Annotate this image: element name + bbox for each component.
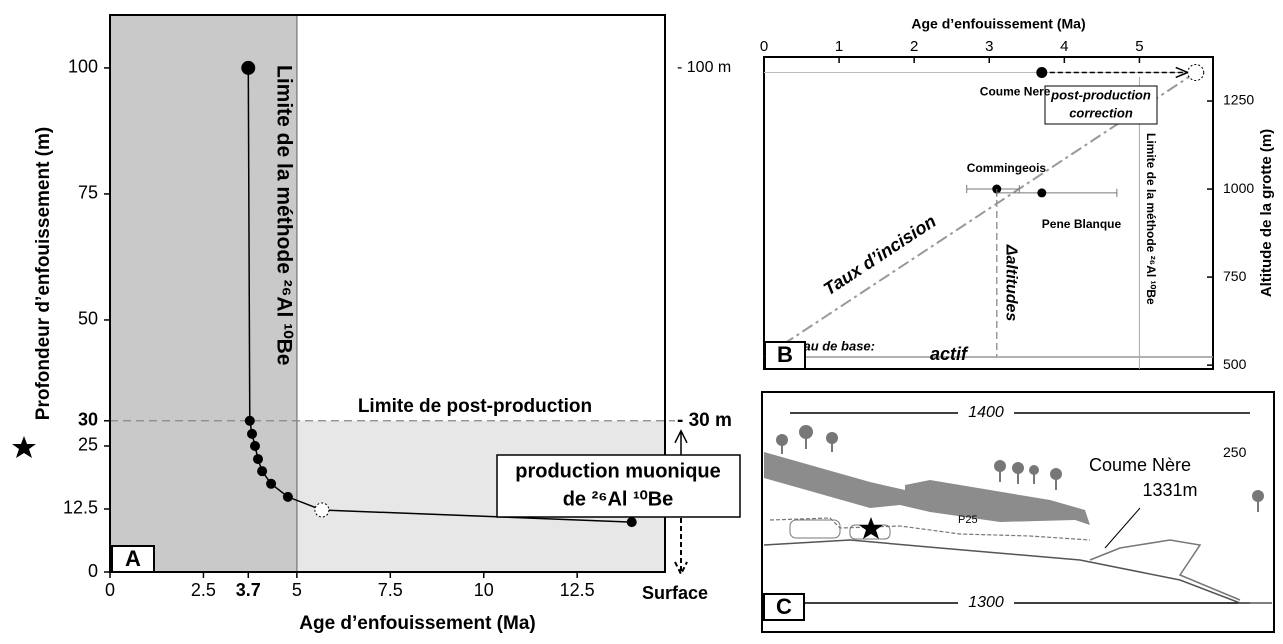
x-tick-label: 7.5 xyxy=(378,580,403,600)
y-tick-label: 12.5 xyxy=(63,498,98,518)
y-tick-label: 75 xyxy=(78,183,98,203)
data-point xyxy=(1036,66,1048,78)
y-tick-label: 1250 xyxy=(1223,92,1254,108)
annotation: de ²⁶Al ¹⁰Be xyxy=(563,488,674,510)
point-label: Pene Blanque xyxy=(1042,217,1122,231)
data-point xyxy=(244,415,255,426)
post-production-label: Limite de post-production xyxy=(358,396,592,417)
x-tick-label: 12.5 xyxy=(560,580,595,600)
method-limit-label: Limite de la méthode ²⁶Al ¹⁰Be xyxy=(272,65,295,365)
x-tick-label: 0 xyxy=(760,38,768,55)
label-bg xyxy=(958,403,1014,423)
depth-label: - 30 m xyxy=(677,410,732,431)
panel-letter-box xyxy=(763,593,805,621)
corrected-point xyxy=(1187,63,1205,81)
error-bar xyxy=(996,188,1118,197)
data-point xyxy=(282,491,293,502)
x-tick-label: 10 xyxy=(474,580,494,600)
method-limit-label: Limite de la méthode ²⁶Al ¹⁰Be xyxy=(1144,133,1158,305)
point-label: Coume Nere xyxy=(980,85,1051,99)
panel-b: 0 1 2 3 4 5 250 500 750 1000 1250 Age d’enfouisseme… xyxy=(760,16,1275,460)
data-point xyxy=(626,517,637,528)
point-label: Commingeois xyxy=(967,161,1047,175)
correction-label: correction xyxy=(1069,105,1133,120)
x-tick-label: 5 xyxy=(292,580,302,600)
x-tick-label: 0 xyxy=(105,580,115,600)
data-point xyxy=(257,466,268,477)
ground-line xyxy=(1089,539,1241,601)
star xyxy=(12,436,36,458)
x-tick-label: 3.7 xyxy=(236,580,261,600)
site-label: Coume Nère xyxy=(1089,455,1191,475)
y-axis-label: Altitude de la grotte (m) xyxy=(1258,129,1275,297)
data-point xyxy=(314,502,330,518)
x-tick-label: 1 xyxy=(835,38,843,55)
data-point xyxy=(247,428,258,439)
base-level-sublabel: actif xyxy=(930,344,969,364)
x-axis-label: Age d’enfouissement (Ma) xyxy=(911,16,1085,32)
y-tick-label: 50 xyxy=(78,309,98,329)
correction-box xyxy=(1044,85,1158,125)
data-point xyxy=(241,60,256,75)
surface-label: Surface xyxy=(642,583,708,603)
frame xyxy=(109,14,666,573)
y-axis-label: Profondeur d’enfouissement (m) xyxy=(33,127,54,420)
correction-label: post-production xyxy=(1050,87,1151,102)
y-tick-label: 500 xyxy=(1223,356,1247,372)
y-tick-label: 25 xyxy=(78,435,98,455)
x-axis-label: Age d’enfouissement (Ma) xyxy=(299,613,535,634)
y-tick-label: 250 xyxy=(1223,444,1247,460)
x-tick-label: 4 xyxy=(1060,38,1068,55)
rock-layer xyxy=(764,452,1090,525)
y-tick-label: 1000 xyxy=(1223,180,1254,196)
ground-line xyxy=(763,539,1272,604)
cave-passage xyxy=(789,519,841,539)
x-tick-label: 2.5 xyxy=(191,580,216,600)
annotation-box xyxy=(496,454,741,518)
data-point xyxy=(250,440,261,451)
altitude-label: Δaltitudes xyxy=(1003,244,1020,322)
cave-passage xyxy=(769,517,1091,541)
trees xyxy=(776,425,1264,512)
site-star xyxy=(859,517,883,539)
panel-letter: B xyxy=(777,342,793,367)
label-bg xyxy=(958,593,1014,613)
x-tick-label: 2 xyxy=(910,38,918,55)
data-point xyxy=(1037,188,1047,198)
shade-method-limit xyxy=(110,15,297,572)
y-tick-label: 750 xyxy=(1223,268,1247,284)
data-line xyxy=(247,67,632,523)
data-point xyxy=(253,454,263,465)
contour-label: 1400 xyxy=(968,404,1004,421)
depth-label: - 100 m xyxy=(677,59,731,76)
elevation-label: 1331m xyxy=(1142,480,1197,500)
annotation: production muonique xyxy=(515,460,721,482)
leader-line xyxy=(1104,507,1141,549)
panel-letter: A xyxy=(125,546,141,571)
arrow-down xyxy=(674,510,688,577)
y-tick-label: 100 xyxy=(68,57,98,77)
y-tick-label: 0 xyxy=(88,561,98,581)
x-tick-label: 5 xyxy=(1135,38,1143,55)
y-tick-label: 30 xyxy=(78,410,98,430)
panel-letter-box xyxy=(764,341,806,370)
cross-section: 1400 1300 P25 Coume Nère 1331m C xyxy=(761,391,1275,633)
panel-letter: C xyxy=(776,594,792,619)
data-point xyxy=(266,478,277,489)
x-tick-label: 3 xyxy=(985,38,993,55)
shaft-label: P25 xyxy=(958,514,978,526)
arrow-up xyxy=(674,429,688,459)
panel-letter-box xyxy=(111,545,155,573)
contour-label: 1300 xyxy=(968,594,1004,611)
panel-a: Limite de la méthode ²⁶Al ¹⁰Be Limite de … xyxy=(12,14,741,634)
